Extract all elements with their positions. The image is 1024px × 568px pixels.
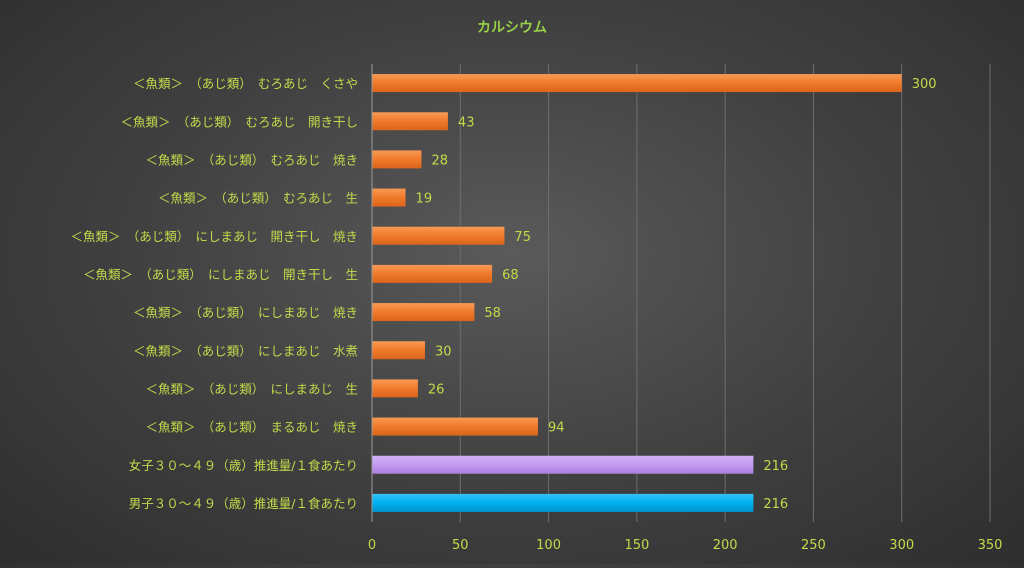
- data-label: 30: [435, 344, 452, 359]
- chart-title: カルシウム: [477, 20, 547, 36]
- data-label: 19: [416, 192, 433, 207]
- bar: [372, 455, 754, 474]
- data-label: 300: [912, 77, 937, 92]
- bar: [372, 150, 422, 169]
- category-label: ＜魚類＞ （あじ類） にしまあじ 焼き: [133, 305, 358, 320]
- x-tick-label: 250: [801, 538, 826, 553]
- gridlines: [459, 64, 991, 522]
- data-label: 28: [431, 153, 448, 168]
- bar: [372, 188, 406, 207]
- category-label: ＜魚類＞ （あじ類） にしまあじ 開き干し 生: [83, 267, 358, 282]
- category-label: ＜魚類＞ （あじ類） にしまあじ 生: [145, 381, 358, 396]
- data-label: 68: [502, 268, 519, 283]
- bar: [372, 341, 425, 360]
- bar: [372, 379, 418, 398]
- bars: [372, 74, 902, 512]
- bar: [372, 493, 754, 512]
- category-label: ＜魚類＞ （あじ類） むろあじ くさや: [133, 76, 358, 91]
- x-tick-label: 0: [368, 538, 376, 553]
- data-label: 216: [763, 459, 788, 474]
- data-label: 58: [484, 306, 501, 321]
- data-label: 94: [548, 421, 565, 436]
- category-label: 男子３０～４９（歳）推進量/１食あたり: [129, 496, 358, 511]
- x-tick-label: 150: [624, 538, 649, 553]
- x-axis-ticks: 0 50 100 150 200 250 300 350: [368, 538, 1003, 553]
- category-label: ＜魚類＞ （あじ類） むろあじ 焼き: [145, 152, 358, 167]
- data-label: 26: [428, 382, 445, 397]
- category-label: 女子３０～４９（歳）推進量/１食あたり: [129, 458, 358, 473]
- data-labels: 300 43 28 19 75 68 58 30 26 94 216 216: [416, 77, 937, 512]
- bar: [372, 112, 448, 131]
- category-label: ＜魚類＞ （あじ類） むろあじ 開き干し: [120, 114, 358, 129]
- bar: [372, 303, 475, 322]
- x-tick-label: 100: [536, 538, 561, 553]
- bar: [372, 417, 538, 436]
- category-label: ＜魚類＞ （あじ類） にしまあじ 開き干し 焼き: [70, 229, 358, 244]
- bar: [372, 226, 505, 245]
- data-label: 43: [458, 115, 475, 130]
- category-label: ＜魚類＞ （あじ類） にしまあじ 水煮: [133, 343, 358, 358]
- x-tick-label: 300: [889, 538, 914, 553]
- x-tick-label: 200: [713, 538, 738, 553]
- category-label: ＜魚類＞ （あじ類） まるあじ 焼き: [145, 420, 358, 435]
- x-tick-label: 350: [978, 538, 1003, 553]
- bar: [372, 264, 493, 283]
- data-label: 216: [763, 497, 788, 512]
- category-labels: ＜魚類＞ （あじ類） むろあじ くさや ＜魚類＞ （あじ類） むろあじ 開き干し ＜…: [70, 76, 358, 511]
- bar: [372, 74, 902, 93]
- x-tick-label: 50: [452, 538, 469, 553]
- data-label: 75: [514, 230, 531, 245]
- category-label: ＜魚類＞ （あじ類） むろあじ 生: [158, 191, 358, 206]
